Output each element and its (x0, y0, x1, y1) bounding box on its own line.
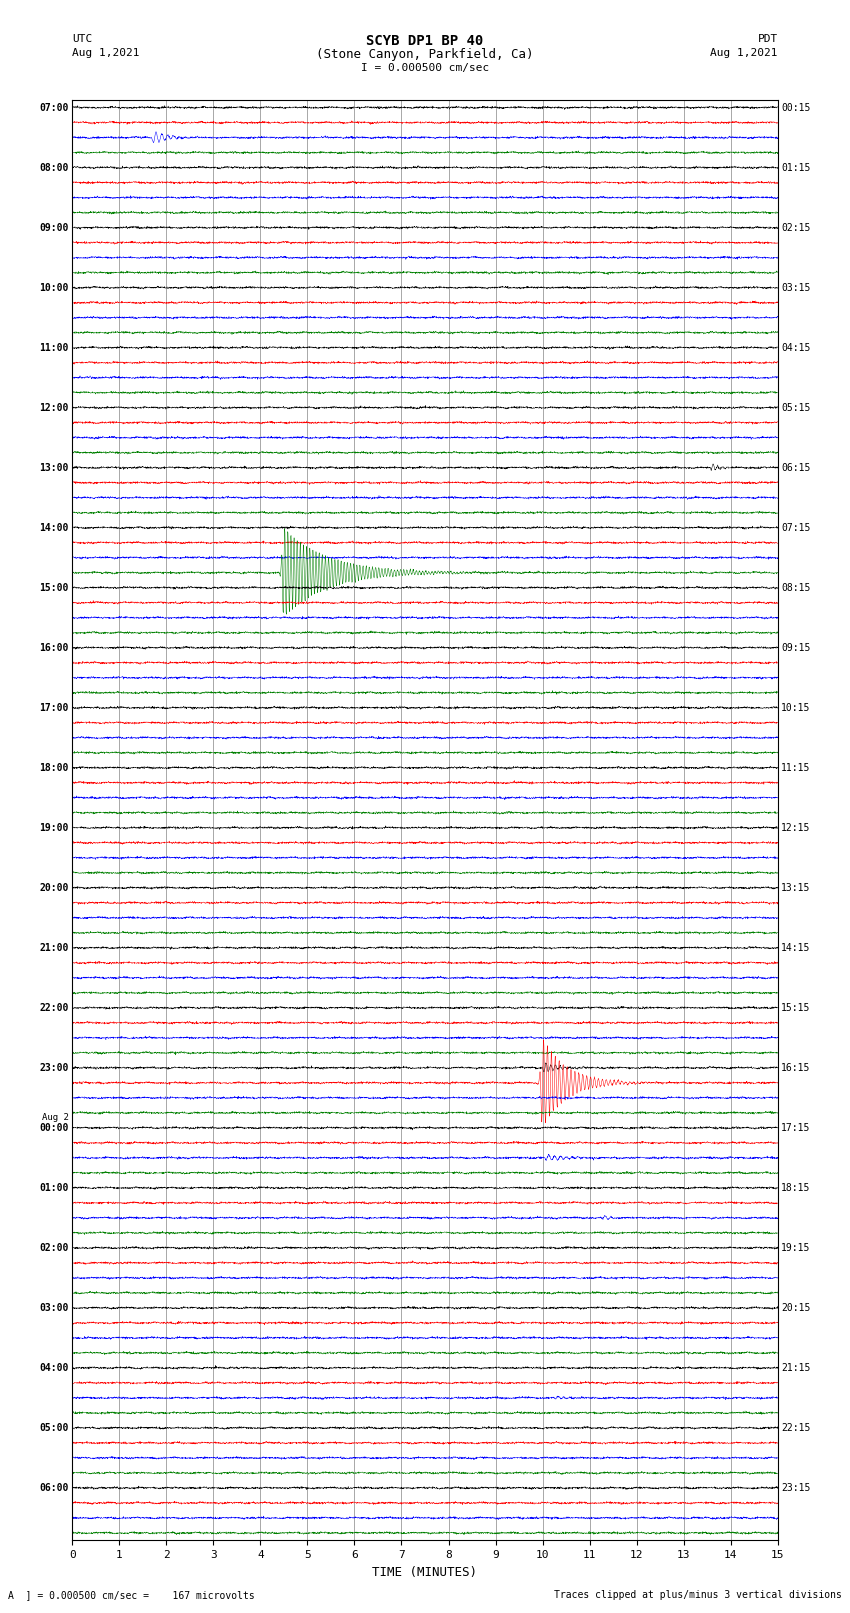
X-axis label: TIME (MINUTES): TIME (MINUTES) (372, 1566, 478, 1579)
Text: 07:15: 07:15 (781, 523, 811, 532)
Text: 15:00: 15:00 (39, 582, 69, 592)
Text: 21:00: 21:00 (39, 942, 69, 953)
Text: 10:15: 10:15 (781, 703, 811, 713)
Text: 06:15: 06:15 (781, 463, 811, 473)
Text: 00:00: 00:00 (39, 1123, 69, 1132)
Text: 01:15: 01:15 (781, 163, 811, 173)
Text: 18:00: 18:00 (39, 763, 69, 773)
Text: 03:15: 03:15 (781, 282, 811, 292)
Text: 06:00: 06:00 (39, 1482, 69, 1494)
Text: 21:15: 21:15 (781, 1363, 811, 1373)
Text: 20:00: 20:00 (39, 882, 69, 892)
Text: 20:15: 20:15 (781, 1303, 811, 1313)
Text: 09:00: 09:00 (39, 223, 69, 232)
Text: 10:00: 10:00 (39, 282, 69, 292)
Text: 01:00: 01:00 (39, 1182, 69, 1194)
Text: 16:15: 16:15 (781, 1063, 811, 1073)
Text: 11:15: 11:15 (781, 763, 811, 773)
Text: 23:00: 23:00 (39, 1063, 69, 1073)
Text: 17:15: 17:15 (781, 1123, 811, 1132)
Text: Traces clipped at plus/minus 3 vertical divisions: Traces clipped at plus/minus 3 vertical … (553, 1590, 842, 1600)
Text: 15:15: 15:15 (781, 1003, 811, 1013)
Text: UTC: UTC (72, 34, 93, 44)
Text: 02:15: 02:15 (781, 223, 811, 232)
Text: 14:00: 14:00 (39, 523, 69, 532)
Text: 13:15: 13:15 (781, 882, 811, 892)
Text: 17:00: 17:00 (39, 703, 69, 713)
Text: 16:00: 16:00 (39, 642, 69, 653)
Text: A  ] = 0.000500 cm/sec =    167 microvolts: A ] = 0.000500 cm/sec = 167 microvolts (8, 1590, 255, 1600)
Text: Aug 1,2021: Aug 1,2021 (711, 48, 778, 58)
Text: 07:00: 07:00 (39, 103, 69, 113)
Text: 08:15: 08:15 (781, 582, 811, 592)
Text: 22:00: 22:00 (39, 1003, 69, 1013)
Text: 05:15: 05:15 (781, 403, 811, 413)
Text: 12:15: 12:15 (781, 823, 811, 832)
Text: 09:15: 09:15 (781, 642, 811, 653)
Text: Aug 1,2021: Aug 1,2021 (72, 48, 139, 58)
Text: 18:15: 18:15 (781, 1182, 811, 1194)
Text: 19:15: 19:15 (781, 1244, 811, 1253)
Text: 22:15: 22:15 (781, 1423, 811, 1432)
Text: 08:00: 08:00 (39, 163, 69, 173)
Text: 23:15: 23:15 (781, 1482, 811, 1494)
Text: 04:15: 04:15 (781, 342, 811, 353)
Text: 12:00: 12:00 (39, 403, 69, 413)
Text: 14:15: 14:15 (781, 942, 811, 953)
Text: SCYB DP1 BP 40: SCYB DP1 BP 40 (366, 34, 484, 48)
Text: 13:00: 13:00 (39, 463, 69, 473)
Text: 05:00: 05:00 (39, 1423, 69, 1432)
Text: Aug 2: Aug 2 (42, 1113, 69, 1121)
Text: 03:00: 03:00 (39, 1303, 69, 1313)
Text: (Stone Canyon, Parkfield, Ca): (Stone Canyon, Parkfield, Ca) (316, 48, 534, 61)
Text: PDT: PDT (757, 34, 778, 44)
Text: 00:15: 00:15 (781, 103, 811, 113)
Text: 19:00: 19:00 (39, 823, 69, 832)
Text: 04:00: 04:00 (39, 1363, 69, 1373)
Text: 11:00: 11:00 (39, 342, 69, 353)
Text: I = 0.000500 cm/sec: I = 0.000500 cm/sec (361, 63, 489, 73)
Text: 02:00: 02:00 (39, 1244, 69, 1253)
